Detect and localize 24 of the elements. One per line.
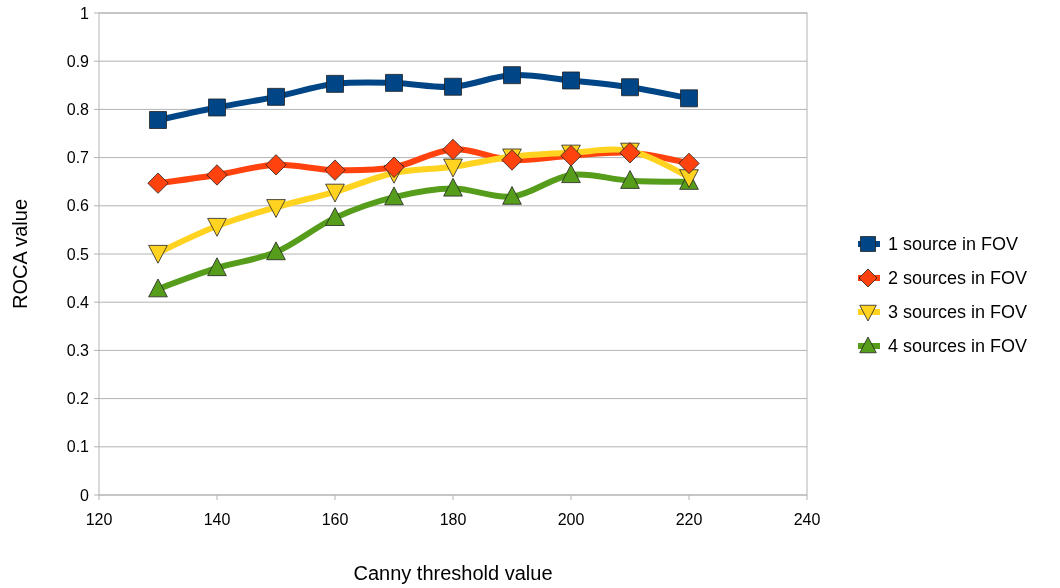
- y-tick-label: 0.5: [66, 245, 90, 263]
- y-tick-label: 0: [80, 486, 90, 504]
- y-axis-title: ROCA value: [9, 198, 31, 310]
- legend-label: 3 sources in FOV: [888, 302, 1028, 323]
- x-tick-label: 240: [793, 511, 821, 528]
- y-tick-label: 0.7: [66, 149, 90, 167]
- legend-label: 4 sources in FOV: [888, 336, 1028, 357]
- x-axis-title: Canny threshold value: [353, 562, 553, 584]
- y-tick-label: 0.2: [66, 390, 90, 408]
- x-tick-label: 220: [675, 511, 703, 528]
- x-tick-label: 200: [557, 511, 585, 528]
- y-tick-label: 0.8: [66, 101, 90, 118]
- y-tick-label: 0.3: [66, 342, 90, 359]
- legend-label: 2 sources in FOV: [888, 268, 1028, 289]
- x-tick-label: 180: [439, 511, 467, 528]
- legend-label: 1 source in FOV: [888, 234, 1019, 255]
- y-tick-label: 0.6: [66, 197, 90, 215]
- x-tick-label: 160: [321, 511, 349, 528]
- y-tick-label: 0.1: [66, 438, 90, 456]
- x-tick-label: 140: [203, 511, 231, 528]
- y-tick-label: 1: [80, 4, 90, 22]
- x-tick-label: 120: [85, 511, 113, 528]
- y-tick-label: 0.9: [66, 52, 90, 70]
- y-tick-label: 0.4: [66, 293, 90, 311]
